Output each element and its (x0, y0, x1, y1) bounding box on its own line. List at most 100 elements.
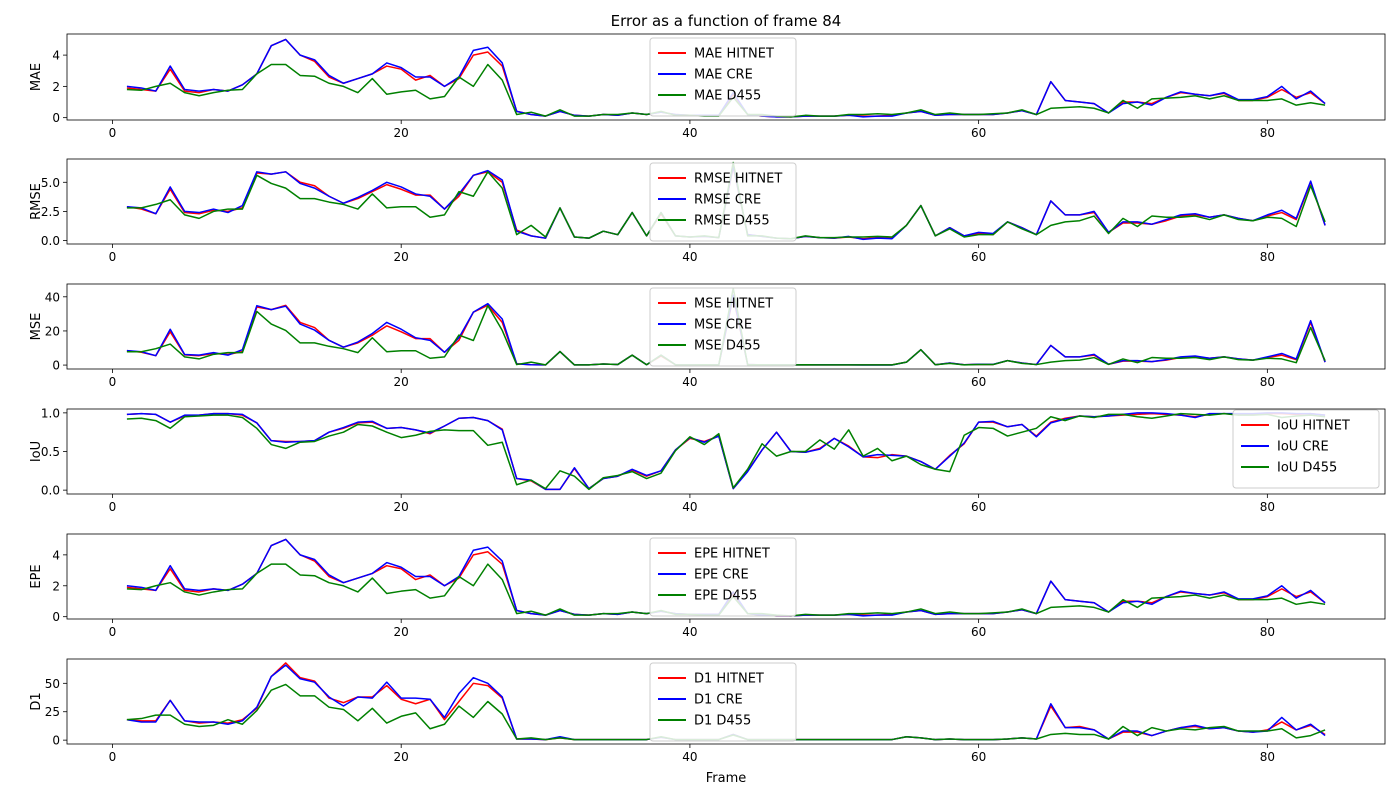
x-tick-label: 60 (971, 250, 986, 264)
legend-label-hitnet: IoU HITNET (1277, 419, 1350, 434)
y-tick-label: 1.0 (41, 406, 60, 420)
legend: RMSE HITNET RMSE CRE RMSE D455 (649, 162, 797, 242)
x-tick-label: 20 (394, 375, 409, 389)
axes-frame (66, 658, 1386, 745)
figure-title: Error as a function of frame 84 (611, 12, 842, 30)
x-tick-label: 20 (394, 250, 409, 264)
y-tick-label: 4 (52, 548, 60, 562)
x-tick-label: 20 (394, 500, 409, 514)
x-tick-label: 0 (109, 500, 117, 514)
legend-label-d455: RMSE D455 (694, 214, 770, 229)
y-axis-label: IoU (29, 441, 44, 462)
x-tick-label: 80 (1260, 625, 1275, 639)
axes-frame (66, 33, 1386, 121)
y-axis-label: D1 (29, 692, 44, 710)
x-tick-label: 0 (109, 750, 117, 764)
subplot-epe: 0 20 40 60 80 0 2 4 EPE EPE HITNET EPE CRE EPE D455 (29, 533, 1386, 639)
axes-frame (66, 158, 1386, 245)
y-axis-label: EPE (29, 564, 44, 588)
y-tick-label: 0 (52, 734, 60, 748)
legend-label-cre: IoU CRE (1277, 440, 1329, 455)
x-tick-label: 80 (1260, 126, 1275, 140)
legend-label-d455: IoU D455 (1277, 461, 1337, 476)
x-tick-label: 40 (682, 250, 697, 264)
legend-label-cre: D1 CRE (694, 693, 743, 708)
legend-label-d455: D1 D455 (694, 714, 751, 729)
x-tick-label: 0 (109, 375, 117, 389)
legend: IoU HITNET IoU CRE IoU D455 (1232, 409, 1380, 489)
legend-label-d455: MSE D455 (694, 339, 761, 354)
legend-label-cre: MSE CRE (694, 318, 752, 333)
y-tick-label: 0 (52, 111, 60, 125)
y-tick-label: 2.5 (41, 205, 60, 219)
x-tick-label: 40 (682, 126, 697, 140)
x-tick-label: 0 (109, 625, 117, 639)
x-tick-label: 60 (971, 625, 986, 639)
x-tick-label: 80 (1260, 500, 1275, 514)
series-line-d455 (126, 412, 1326, 491)
legend-label-d455: EPE D455 (694, 589, 757, 604)
x-tick-label: 80 (1260, 750, 1275, 764)
legend-label-hitnet: RMSE HITNET (694, 172, 782, 187)
x-tick-label: 0 (109, 250, 117, 264)
legend: EPE HITNET EPE CRE EPE D455 (649, 537, 797, 617)
y-tick-label: 0.5 (41, 445, 60, 459)
axes-frame (66, 283, 1386, 370)
legend-label-d455: MAE D455 (694, 89, 761, 104)
y-tick-label: 40 (45, 290, 60, 304)
y-tick-label: 4 (52, 49, 60, 63)
y-tick-label: 5.0 (41, 176, 60, 190)
legend-label-hitnet: MSE HITNET (694, 297, 773, 312)
x-tick-label: 0 (109, 126, 117, 140)
y-tick-label: 50 (45, 677, 60, 691)
legend-box (649, 37, 797, 117)
x-tick-label: 60 (971, 126, 986, 140)
y-tick-label: 0 (52, 359, 60, 373)
y-axis-label: RMSE (29, 183, 44, 220)
x-tick-label: 20 (394, 750, 409, 764)
y-tick-label: 0.0 (41, 484, 60, 498)
legend-box (649, 162, 797, 242)
legend-box (649, 662, 797, 742)
legend-label-hitnet: EPE HITNET (694, 547, 770, 562)
y-tick-label: 2 (52, 579, 60, 593)
x-tick-label: 40 (682, 625, 697, 639)
y-tick-label: 25 (45, 705, 60, 719)
x-tick-label: 20 (394, 126, 409, 140)
x-axis-label: Frame (706, 771, 747, 786)
legend-label-cre: EPE CRE (694, 568, 749, 583)
x-tick-label: 60 (971, 375, 986, 389)
x-tick-label: 80 (1260, 375, 1275, 389)
legend-label-hitnet: D1 HITNET (694, 672, 764, 687)
x-tick-label: 40 (682, 375, 697, 389)
x-tick-label: 40 (682, 500, 697, 514)
legend-label-cre: MAE CRE (694, 68, 753, 83)
y-tick-label: 0.0 (41, 234, 60, 248)
legend: D1 HITNET D1 CRE D1 D455 (649, 662, 797, 742)
legend-label-cre: RMSE CRE (694, 193, 761, 208)
y-tick-label: 20 (45, 324, 60, 338)
axes-frame (66, 533, 1386, 620)
x-tick-label: 20 (394, 625, 409, 639)
x-tick-label: 40 (682, 750, 697, 764)
y-axis-label: MAE (29, 63, 44, 91)
x-tick-label: 60 (971, 500, 986, 514)
legend-box (1232, 409, 1380, 489)
legend-box (649, 287, 797, 367)
x-tick-label: 60 (971, 750, 986, 764)
x-tick-label: 80 (1260, 250, 1275, 264)
legend: MSE HITNET MSE CRE MSE D455 (649, 287, 797, 367)
y-tick-label: 0 (52, 610, 60, 624)
y-axis-label: MSE (29, 313, 44, 341)
subplot-mae: 0 20 40 60 80 0 2 4 MAE MAE HITNET MAE CRE MAE D455 (29, 33, 1386, 140)
legend-label-hitnet: MAE HITNET (694, 47, 774, 62)
y-tick-label: 2 (52, 80, 60, 94)
legend-box (649, 537, 797, 617)
legend: MAE HITNET MAE CRE MAE D455 (649, 37, 797, 117)
